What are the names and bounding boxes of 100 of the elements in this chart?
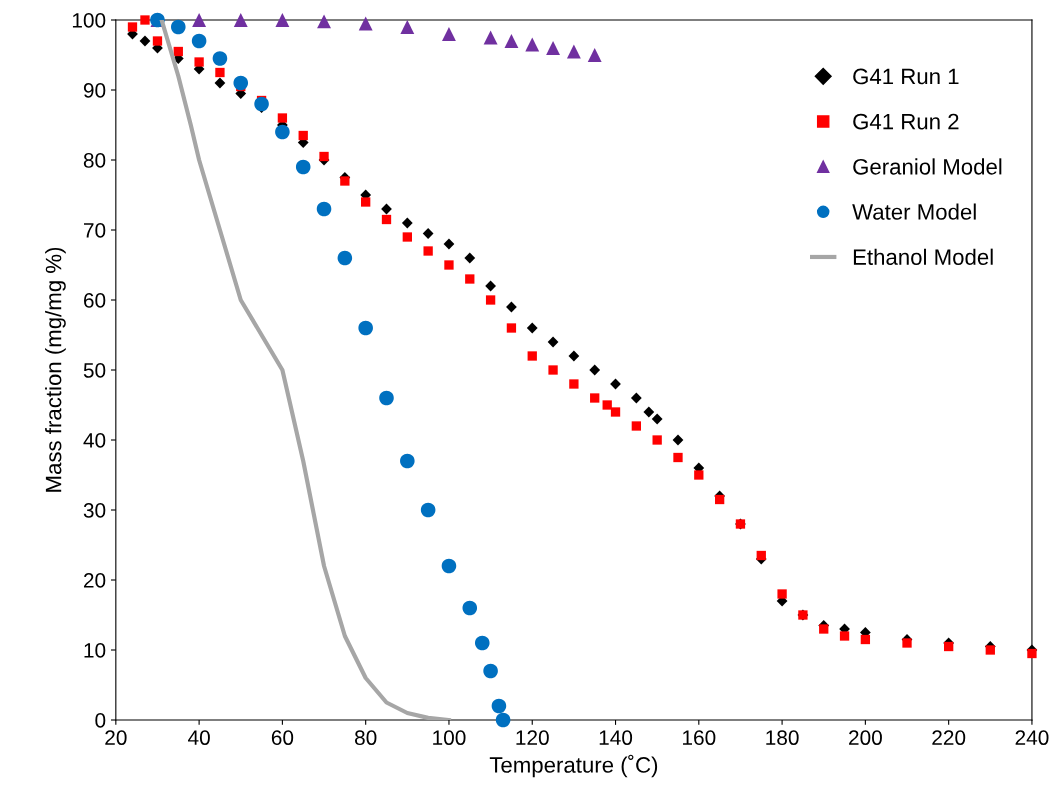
- point: [423, 246, 433, 256]
- point: [295, 159, 311, 175]
- point: [254, 96, 269, 112]
- point: [277, 113, 288, 123]
- point: [985, 645, 995, 655]
- point: [298, 130, 308, 141]
- point: [317, 14, 331, 29]
- point: [1027, 648, 1037, 659]
- point: [275, 124, 290, 140]
- point: [525, 37, 540, 52]
- point: [902, 638, 912, 648]
- point: [777, 589, 787, 599]
- y-axis-title: Mass fraction (mg/mg %): [45, 247, 66, 492]
- point: [402, 232, 412, 242]
- point: [483, 663, 498, 679]
- point: [526, 322, 538, 334]
- point: [474, 635, 490, 651]
- point: [546, 41, 561, 55]
- point: [171, 19, 186, 35]
- y-tick-label: 0: [95, 713, 106, 728]
- y-tick-label: 10: [84, 643, 106, 658]
- y-tick-label: 60: [84, 293, 106, 308]
- point: [548, 365, 558, 375]
- point: [610, 407, 621, 417]
- x-tick-label: 180: [766, 730, 799, 746]
- point: [233, 75, 249, 91]
- point: [381, 214, 392, 225]
- y-tick-label: 30: [83, 503, 106, 518]
- point: [152, 36, 163, 46]
- point: [212, 51, 228, 66]
- point: [651, 413, 663, 425]
- y-tick-label: 20: [83, 573, 106, 588]
- point: [630, 392, 642, 404]
- x-tick-label: 220: [932, 730, 966, 746]
- point: [714, 494, 725, 505]
- x-tick-label: 40: [188, 730, 210, 746]
- point: [361, 197, 371, 207]
- point: [400, 20, 415, 34]
- y-tick-label: 90: [83, 83, 106, 98]
- point: [506, 323, 517, 333]
- point: [566, 44, 581, 59]
- y-tick-label: 40: [83, 433, 106, 448]
- point: [400, 453, 415, 469]
- point: [944, 641, 954, 652]
- point: [527, 351, 537, 361]
- legend-label: Ethanol Model: [853, 248, 993, 265]
- point: [340, 176, 350, 186]
- legend-label: G41 Run 2: [853, 113, 959, 130]
- point: [819, 624, 829, 634]
- legend-label: Geraniol Model: [853, 158, 1002, 175]
- point: [127, 22, 138, 32]
- point: [358, 16, 373, 31]
- point: [443, 238, 455, 250]
- point: [337, 250, 353, 266]
- point: [694, 470, 704, 480]
- point: [140, 15, 150, 25]
- point: [420, 502, 436, 518]
- point: [173, 46, 183, 57]
- point: [215, 67, 225, 78]
- point: [485, 295, 496, 305]
- point: [444, 260, 454, 270]
- x-tick-label: 60: [271, 730, 294, 746]
- point: [316, 201, 332, 217]
- point: [233, 13, 248, 27]
- point: [491, 698, 507, 714]
- x-tick-label: 20: [105, 730, 127, 746]
- point: [569, 379, 579, 389]
- point: [191, 33, 207, 49]
- x-tick-label: 240: [1015, 730, 1049, 746]
- legend-label: Water Model: [852, 203, 976, 220]
- x-axis-title: Temperature (˚C): [489, 754, 658, 778]
- point: [860, 634, 871, 645]
- point: [442, 27, 456, 41]
- x-tick-label: 120: [516, 730, 549, 746]
- point: [602, 400, 612, 410]
- point: [547, 336, 559, 348]
- point: [192, 13, 207, 27]
- point: [462, 600, 478, 616]
- point: [422, 228, 434, 239]
- point: [839, 631, 850, 641]
- point: [590, 393, 600, 403]
- point: [275, 13, 290, 27]
- point: [401, 217, 413, 229]
- x-tick-label: 140: [599, 730, 633, 746]
- point: [194, 57, 204, 67]
- point: [441, 558, 457, 574]
- x-tick-label: 100: [433, 730, 466, 746]
- point: [495, 712, 511, 728]
- point: [214, 77, 226, 89]
- y-tick-label: 50: [83, 363, 106, 378]
- x-tick-label: 200: [849, 730, 882, 746]
- point: [587, 48, 602, 62]
- point: [756, 550, 766, 561]
- point: [589, 364, 601, 376]
- point: [568, 350, 580, 362]
- y-tick-label: 70: [84, 223, 106, 238]
- y-tick-label: 80: [83, 153, 106, 168]
- point: [465, 274, 475, 284]
- point: [358, 320, 373, 336]
- point: [504, 34, 519, 48]
